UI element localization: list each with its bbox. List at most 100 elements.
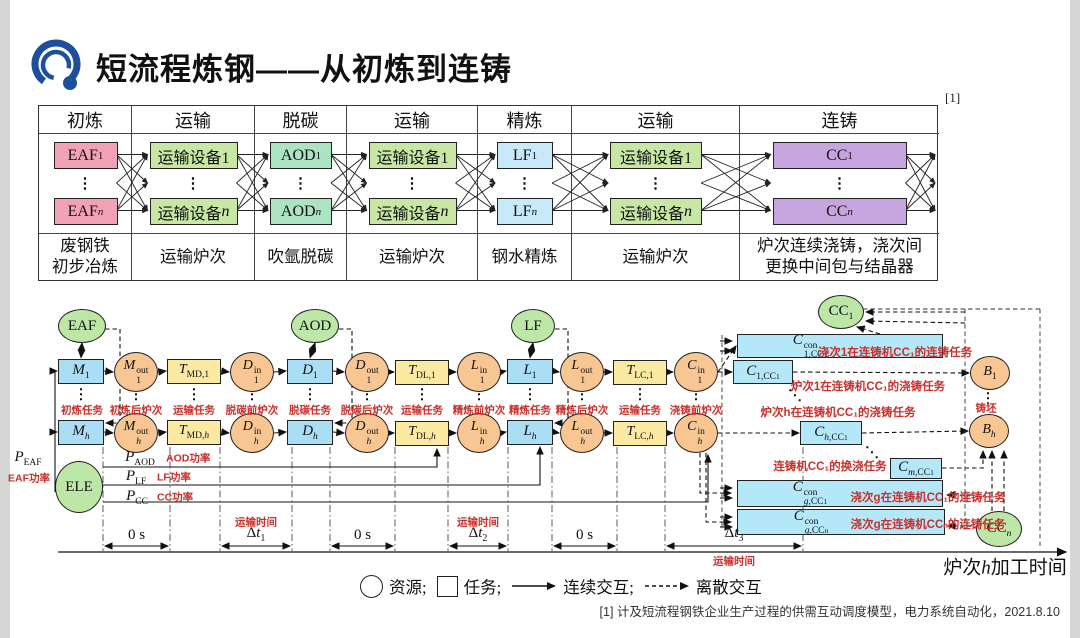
red-annotation: 运输时间 (457, 516, 499, 529)
stage-description: 运输炉次 (622, 246, 689, 266)
arrow-dashed-icon (644, 582, 689, 590)
equipment-cell: LF 1 LF n ⋮ (478, 134, 571, 234)
arrow-solid-icon (512, 582, 557, 590)
d1-node: D1 (287, 358, 333, 384)
legend-item: 连续交互; (511, 574, 634, 598)
ellipsis-dots: ⋱ (865, 445, 879, 461)
ellipsis-dots: ⋮ (415, 387, 429, 403)
pcc-node: PCC (126, 487, 148, 507)
equipment-box: AOD n (270, 198, 332, 225)
equipment-box: 运输设备1 (368, 142, 457, 169)
red-annotation: LF功率 (157, 471, 191, 484)
m1-node: M1 (58, 358, 104, 384)
dh-node: Dh (287, 419, 333, 445)
equipment-cell: 运输设备1 运输设备 n ⋮ (347, 134, 477, 234)
b1-node: B1 (970, 356, 1010, 390)
table-column-3: 脱碳 AOD 1 AOD n ⋮ 吹氩脱碳 (255, 106, 347, 280)
lh-node: Lh (507, 419, 553, 445)
interval-label: 0 s (127, 527, 146, 543)
red-annotation: 浇次1在连铸机CC₁的连铸任务 (817, 347, 973, 359)
legend: 资源; 任务; 连续交互; 离散交互 (360, 574, 762, 598)
eaf-node: EAF (58, 309, 106, 343)
red-annotation: CC功率 (157, 491, 194, 504)
interval-label: Δt1 (246, 525, 266, 544)
red-annotation: 运输时间 (713, 555, 755, 568)
red-annotation: 初炼后炉次 (109, 404, 163, 417)
equipment-box: LF n (497, 198, 553, 225)
cc1t-node: CC1 (818, 295, 864, 329)
flow-connectors (49, 308, 1068, 557)
legend-item: 资源; (360, 574, 427, 598)
column-header: 运输 (347, 106, 477, 134)
ellipsis-dots: ⋮ (832, 176, 847, 192)
legend-item: 任务; (436, 574, 501, 598)
red-annotation: 精炼前炉次 (452, 404, 506, 417)
stage-description: 钢水精炼 (491, 246, 558, 266)
interval-label: 0 s (575, 527, 594, 543)
equipment-box: 运输设备1 (149, 142, 238, 169)
tdl1-node: TDL,1 (395, 359, 449, 385)
ellipsis-dots: ⋱ (788, 388, 802, 404)
time-axis-label: 炉次h加工时间 (943, 557, 1067, 579)
ellipsis-dots: ⋮ (981, 391, 995, 407)
ellipsis-dots: ⋮ (523, 387, 537, 403)
tlch-node: TLC,h (613, 420, 667, 446)
red-annotation: 连铸机CC₁的换浇任务 (773, 461, 887, 473)
ellipsis-dots: ⋮ (404, 176, 420, 192)
ellipsis-dots: ⋮ (517, 176, 532, 192)
equipment-box: 运输设备 n (610, 198, 702, 225)
equipment-box: CC 1 (772, 142, 907, 169)
ele-node: ELE (55, 461, 103, 513)
equipment-box: 运输设备1 (610, 142, 702, 169)
ellipsis-dots: ⋮ (633, 387, 647, 403)
cmcc1-node: Cm,CC1 (890, 457, 942, 479)
red-annotation: 运输任务 (401, 404, 443, 417)
red-annotation: 精炼任务 (509, 404, 551, 417)
interval-label: Δt2 (468, 525, 488, 544)
table-column-7: 连铸 CC 1 CC n ⋮ 炉次连续浇铸，浇次间 更换中间包与结晶器 (740, 106, 939, 280)
equipment-box: EAF n (53, 198, 118, 225)
column-header: 初炼 (39, 106, 131, 134)
column-header: 连铸 (740, 106, 939, 134)
left-edge-strip (0, 0, 10, 638)
equipment-box: LF 1 (497, 142, 553, 169)
l1-node: L1 (507, 358, 553, 384)
red-annotation: 脱碳后炉次 (340, 404, 394, 417)
red-annotation: 浇次g在连铸机CCₙ的连铸任务 (850, 519, 1006, 531)
red-annotation: 脱碳前炉次 (225, 404, 279, 417)
table-column-6: 运输 运输设备1 运输设备 n ⋮ 运输炉次 (572, 106, 740, 280)
process-route-table: 初炼 EAF 1 EAF n ⋮ 废钢铁 初步冶炼 运输 运输设备1 运输设备 n ⋮ 运输炉次 脱碳 AO… (38, 105, 939, 281)
equipment-cell: EAF 1 EAF n ⋮ (39, 134, 131, 234)
table-column-5: 精炼 LF 1 LF n ⋮ 钢水精炼 (478, 106, 572, 280)
mh-node: Mh (58, 419, 104, 445)
table-column-4: 运输 运输设备1 运输设备 n ⋮ 运输炉次 (347, 106, 478, 280)
tmdh-node: TMD,h (167, 419, 221, 445)
red-annotation: 精炼后炉次 (555, 404, 609, 417)
equipment-box: CC n (772, 198, 907, 225)
table-column-1: 初炼 EAF 1 EAF n ⋮ 废钢铁 初步冶炼 (39, 106, 132, 280)
red-annotation: 铸坯 (975, 402, 997, 415)
interval-label: 0 s (353, 527, 372, 543)
red-annotation: EAF功率 (8, 472, 50, 485)
ccn-node: CCn (976, 511, 1022, 547)
legend-label: 连续交互; (563, 578, 634, 597)
equipment-box: 运输设备 n (149, 198, 238, 225)
lf-node: LF (511, 309, 555, 343)
red-annotation: 运输时间 (235, 516, 277, 529)
equipment-cell: AOD 1 AOD n ⋮ (255, 134, 346, 234)
red-annotation: 浇次g在连铸机CC₁的连铸任务 (850, 492, 1006, 504)
stage-description: 废钢铁 初步冶炼 (52, 236, 118, 276)
reference-marker: [1] (945, 90, 961, 105)
